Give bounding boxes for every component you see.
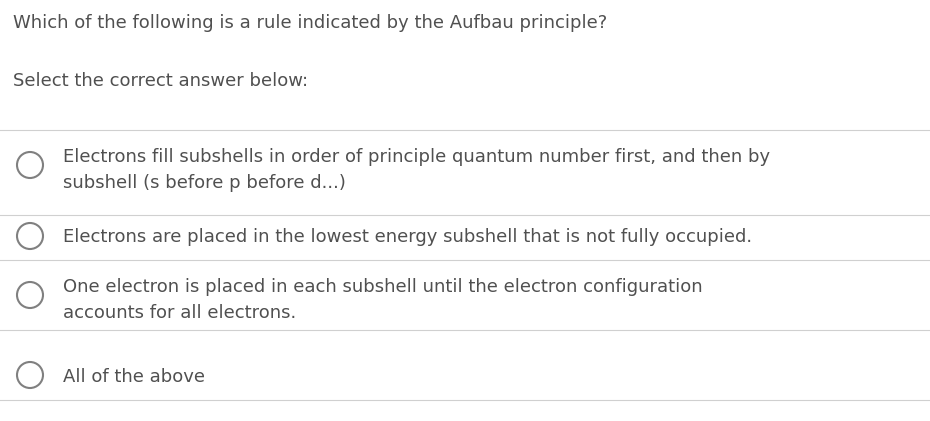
Text: Select the correct answer below:: Select the correct answer below: xyxy=(13,72,308,90)
Text: One electron is placed in each subshell until the electron configuration
account: One electron is placed in each subshell … xyxy=(63,278,703,322)
Text: Electrons are placed in the lowest energy subshell that is not fully occupied.: Electrons are placed in the lowest energ… xyxy=(63,228,752,246)
Text: All of the above: All of the above xyxy=(63,368,205,386)
Text: Which of the following is a rule indicated by the Aufbau principle?: Which of the following is a rule indicat… xyxy=(13,14,607,32)
Text: Electrons fill subshells in order of principle quantum number first, and then by: Electrons fill subshells in order of pri… xyxy=(63,148,770,192)
